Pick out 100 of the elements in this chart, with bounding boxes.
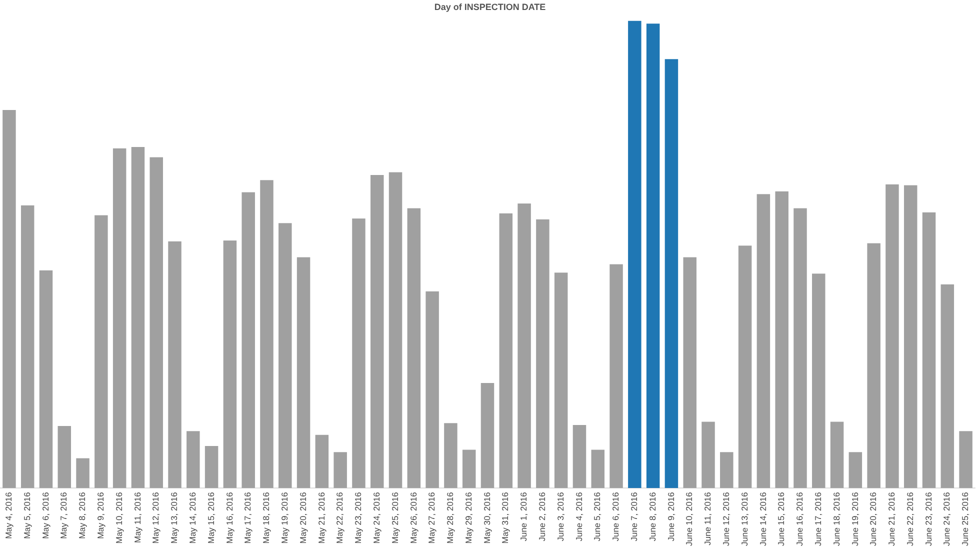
x-tick-label: June 7, 2016 (629, 492, 640, 542)
x-tick-label: June 13, 2016 (739, 492, 750, 546)
x-tick-label: June 11, 2016 (702, 492, 713, 546)
bar (554, 272, 568, 488)
x-tick-label: June 8, 2016 (647, 492, 658, 542)
bar (664, 59, 678, 488)
x-tick-label: May 6, 2016 (40, 492, 50, 539)
bar (352, 218, 366, 488)
x-tick-label: May 30, 2016 (482, 492, 492, 544)
x-tick-label: June 17, 2016 (812, 492, 823, 546)
bar (131, 146, 145, 488)
bar (922, 212, 936, 488)
bar (959, 431, 972, 488)
bar (462, 450, 476, 488)
x-tick-label: May 13, 2016 (169, 492, 180, 544)
bar (223, 240, 237, 488)
bar (628, 20, 642, 488)
bar (518, 204, 531, 488)
x-tick-label: June 19, 2016 (850, 492, 860, 546)
x-tick-label: May 10, 2016 (114, 492, 124, 544)
x-tick-label: May 27, 2016 (426, 492, 437, 544)
x-tick-label: May 16, 2016 (224, 492, 234, 544)
bar (426, 291, 439, 488)
bar (20, 205, 34, 488)
bar (940, 284, 954, 488)
x-tick-label: May 8, 2016 (77, 492, 88, 539)
x-tick-label: May 20, 2016 (298, 492, 308, 544)
x-tick-label: May 29, 2016 (463, 492, 474, 544)
bar (499, 213, 513, 488)
x-tick-label: June 20, 2016 (868, 492, 878, 546)
x-tick-label: May 28, 2016 (445, 492, 456, 544)
x-tick-label: June 14, 2016 (758, 492, 768, 546)
x-tick-label: June 22, 2016 (904, 492, 915, 546)
bar (756, 194, 770, 488)
bar (278, 223, 292, 488)
bar (388, 172, 402, 488)
x-tick-label: June 15, 2016 (776, 492, 786, 546)
bar (683, 257, 696, 488)
bar (536, 219, 550, 488)
bar (444, 423, 458, 488)
bar (886, 184, 899, 488)
bar (867, 243, 880, 488)
bar (204, 446, 218, 488)
bar (572, 425, 586, 488)
x-tick-label: May 4, 2016 (4, 492, 14, 539)
bar (830, 422, 844, 488)
bar (76, 458, 90, 488)
x-tick-label: June 2, 2016 (537, 492, 548, 542)
chart-title: Day of INSPECTION DATE (434, 2, 546, 12)
bar (334, 452, 347, 488)
x-tick-label: May 22, 2016 (334, 492, 345, 544)
x-tick-label: June 3, 2016 (555, 492, 566, 542)
bar (480, 382, 494, 488)
x-tick-label: May 5, 2016 (22, 492, 32, 539)
bar (242, 192, 255, 488)
bar (2, 110, 16, 488)
x-tick-label: June 4, 2016 (574, 492, 584, 542)
x-tick-label: June 16, 2016 (794, 492, 805, 546)
x-tick-label: May 9, 2016 (96, 492, 106, 539)
bar (702, 422, 715, 488)
bar (94, 215, 108, 488)
x-tick-label: May 24, 2016 (371, 492, 382, 544)
x-tick-label: June 18, 2016 (831, 492, 842, 546)
x-tick-label: May 15, 2016 (206, 492, 216, 544)
x-tick-label: May 25, 2016 (390, 492, 400, 544)
bar (260, 180, 274, 488)
bar (168, 241, 182, 488)
x-tick-label: June 10, 2016 (684, 492, 694, 546)
bar (150, 157, 163, 488)
x-tick-label: May 18, 2016 (261, 492, 272, 544)
x-tick-label: May 23, 2016 (353, 492, 364, 544)
bar (738, 246, 752, 488)
bar (112, 148, 126, 488)
bar (186, 431, 200, 488)
x-tick-label: May 12, 2016 (150, 492, 161, 544)
bar (591, 450, 604, 488)
bar (39, 270, 53, 488)
bar (610, 264, 623, 488)
bar (646, 24, 660, 488)
bar (58, 426, 72, 488)
x-tick-label: June 25, 2016 (960, 492, 970, 546)
x-tick-label: May 11, 2016 (132, 492, 142, 544)
bar (407, 208, 421, 488)
x-tick-label: May 31, 2016 (500, 492, 510, 544)
bar (296, 257, 310, 488)
x-tick-label: June 24, 2016 (942, 492, 952, 546)
x-tick-label: May 7, 2016 (58, 492, 69, 539)
bar (848, 452, 862, 488)
bar (775, 191, 788, 488)
x-tick-label: June 5, 2016 (592, 492, 602, 542)
x-tick-label: May 26, 2016 (408, 492, 418, 544)
bar (812, 274, 826, 488)
bar (904, 185, 918, 488)
bar (720, 452, 734, 488)
bar (370, 175, 384, 488)
x-tick-label: May 21, 2016 (316, 492, 326, 544)
x-tick-label: June 9, 2016 (666, 492, 676, 542)
x-tick-label: June 12, 2016 (720, 492, 731, 546)
x-tick-label: June 21, 2016 (886, 492, 897, 546)
bar (794, 208, 807, 488)
